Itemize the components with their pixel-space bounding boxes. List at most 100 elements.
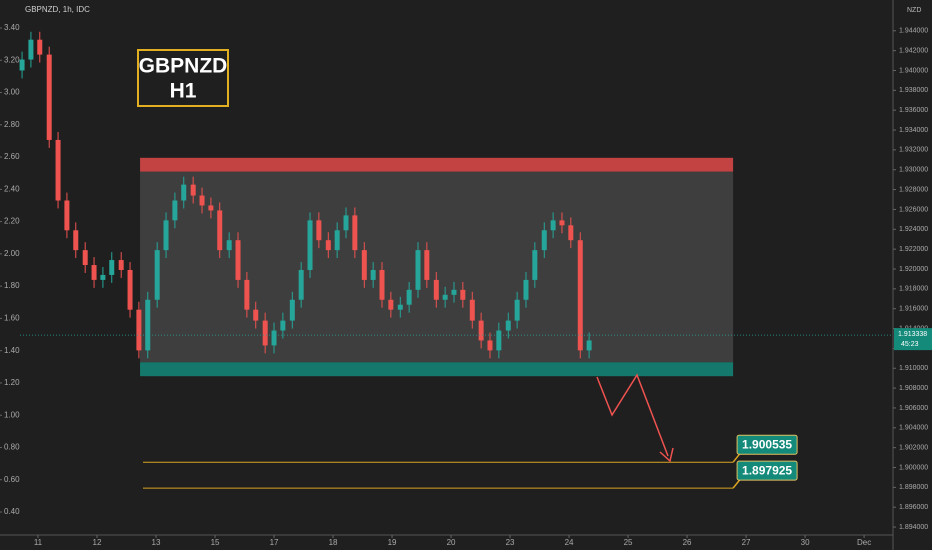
candle-body — [55, 139, 61, 201]
candle-body — [289, 299, 295, 321]
level-label: 1.897925 — [742, 463, 792, 477]
candle-body — [145, 299, 151, 351]
level-label-box — [736, 434, 798, 455]
y2-tick-label: 0.80 — [4, 443, 20, 452]
y-tick-label: 1.932000 — [899, 147, 928, 154]
y-unit: NZD — [907, 7, 921, 14]
y-tick-label: 1.916000 — [899, 306, 928, 313]
y-tick-label: 1.896000 — [899, 504, 928, 511]
candle-body — [559, 220, 565, 226]
candle-body — [127, 269, 133, 310]
candle-body — [307, 220, 313, 270]
candle-body — [316, 220, 322, 241]
candle-body — [64, 200, 70, 231]
candle-body — [244, 279, 250, 310]
y-tick-label: 1.926000 — [899, 206, 928, 213]
candle-body — [550, 220, 556, 231]
candle-body — [235, 240, 241, 280]
candle-body — [226, 240, 232, 251]
y2-tick-label: 0.40 — [4, 507, 20, 516]
candle-body — [199, 195, 205, 206]
y2-tick-label: 2.80 — [4, 120, 20, 129]
y-tick-label: 1.942000 — [899, 47, 928, 54]
y2-tick-label: 2.60 — [4, 152, 20, 161]
candle-body — [172, 200, 178, 221]
y2-tick-label: 2.40 — [4, 184, 20, 193]
y2-tick-label: 1.80 — [4, 281, 20, 290]
y2-tick-label: 2.20 — [4, 217, 20, 226]
y2-tick-label: 3.20 — [4, 55, 20, 64]
candle-body — [28, 39, 34, 60]
zone — [140, 171, 734, 363]
candle-body — [154, 250, 160, 300]
x-tick-label: 20 — [447, 538, 456, 547]
candle-body — [262, 320, 268, 346]
y-tick-label: 1.920000 — [899, 266, 928, 273]
candle-body — [163, 220, 169, 251]
x-tick-label: 24 — [565, 538, 574, 547]
candle-body — [523, 279, 529, 300]
y2-tick-label: 0.60 — [4, 475, 20, 484]
candle-body — [388, 299, 394, 310]
candle-body — [586, 340, 592, 351]
y-tick-label: 1.930000 — [899, 167, 928, 174]
y2-tick-label: 3.00 — [4, 88, 20, 97]
y-tick-label: 1.934000 — [899, 127, 928, 134]
candle-body — [496, 330, 502, 351]
candle-body — [298, 269, 304, 300]
y-tick-label: 1.924000 — [899, 226, 928, 233]
candle-body — [487, 340, 493, 351]
y-tick-label: 1.904000 — [899, 425, 928, 432]
candle-body — [442, 294, 448, 300]
x-tick-label: 26 — [683, 538, 692, 547]
x-tick-label: 18 — [329, 538, 338, 547]
x-tick-label: 17 — [270, 538, 279, 547]
candle-body — [370, 269, 376, 280]
candle-body — [253, 309, 259, 321]
y-tick-label: 1.928000 — [899, 186, 928, 193]
candle-body — [325, 240, 331, 251]
candle-body — [190, 184, 196, 196]
candle-body — [343, 215, 349, 231]
y-tick-label: 1.906000 — [899, 405, 928, 412]
x-tick-label: 30 — [801, 538, 810, 547]
y2-tick-label: 1.20 — [4, 378, 20, 387]
candle-body — [82, 250, 88, 266]
y-tick-label: 1.910000 — [899, 365, 928, 372]
badge-symbol: GBPNZD — [139, 55, 228, 78]
candle-body — [514, 299, 520, 321]
candle-body — [37, 39, 43, 55]
forecast-arrow — [596, 373, 669, 457]
candle-body — [46, 54, 52, 140]
chart-title: GBPNZD, 1h, IDC — [25, 5, 90, 14]
candle-body — [181, 184, 187, 201]
y-tick-label: 1.944000 — [899, 28, 928, 35]
candle-body — [478, 320, 484, 341]
candle-body — [352, 215, 358, 251]
zone — [140, 362, 734, 377]
x-tick-label: Dec — [857, 538, 871, 547]
y-tick-label: 1.940000 — [899, 67, 928, 74]
last-price-box — [894, 328, 932, 351]
y-tick-label: 1.894000 — [899, 524, 928, 531]
last-price-label: 1.913338 — [898, 331, 927, 338]
candle-body — [19, 59, 25, 71]
forecast-arrow-head — [659, 447, 674, 463]
y2-tick-label: 3.40 — [4, 23, 20, 32]
x-tick-label: 25 — [624, 538, 633, 547]
candle-body — [217, 210, 223, 251]
y-tick-label: 1.922000 — [899, 246, 928, 253]
candle-body — [361, 250, 367, 280]
x-tick-label: 19 — [388, 538, 397, 547]
countdown: 45:23 — [901, 341, 919, 348]
y2-tick-label: 1.00 — [4, 410, 20, 419]
candle-body — [271, 330, 277, 346]
y-tick-label: 1.938000 — [899, 87, 928, 94]
y2-tick-label: 2.00 — [4, 249, 20, 258]
x-tick-label: 13 — [152, 538, 161, 547]
candle-body — [100, 274, 106, 280]
level-label: 1.900535 — [742, 437, 792, 451]
level-label-box — [736, 460, 798, 481]
y-tick-label: 1.900000 — [899, 464, 928, 471]
y2-tick-label: 1.40 — [4, 346, 20, 355]
